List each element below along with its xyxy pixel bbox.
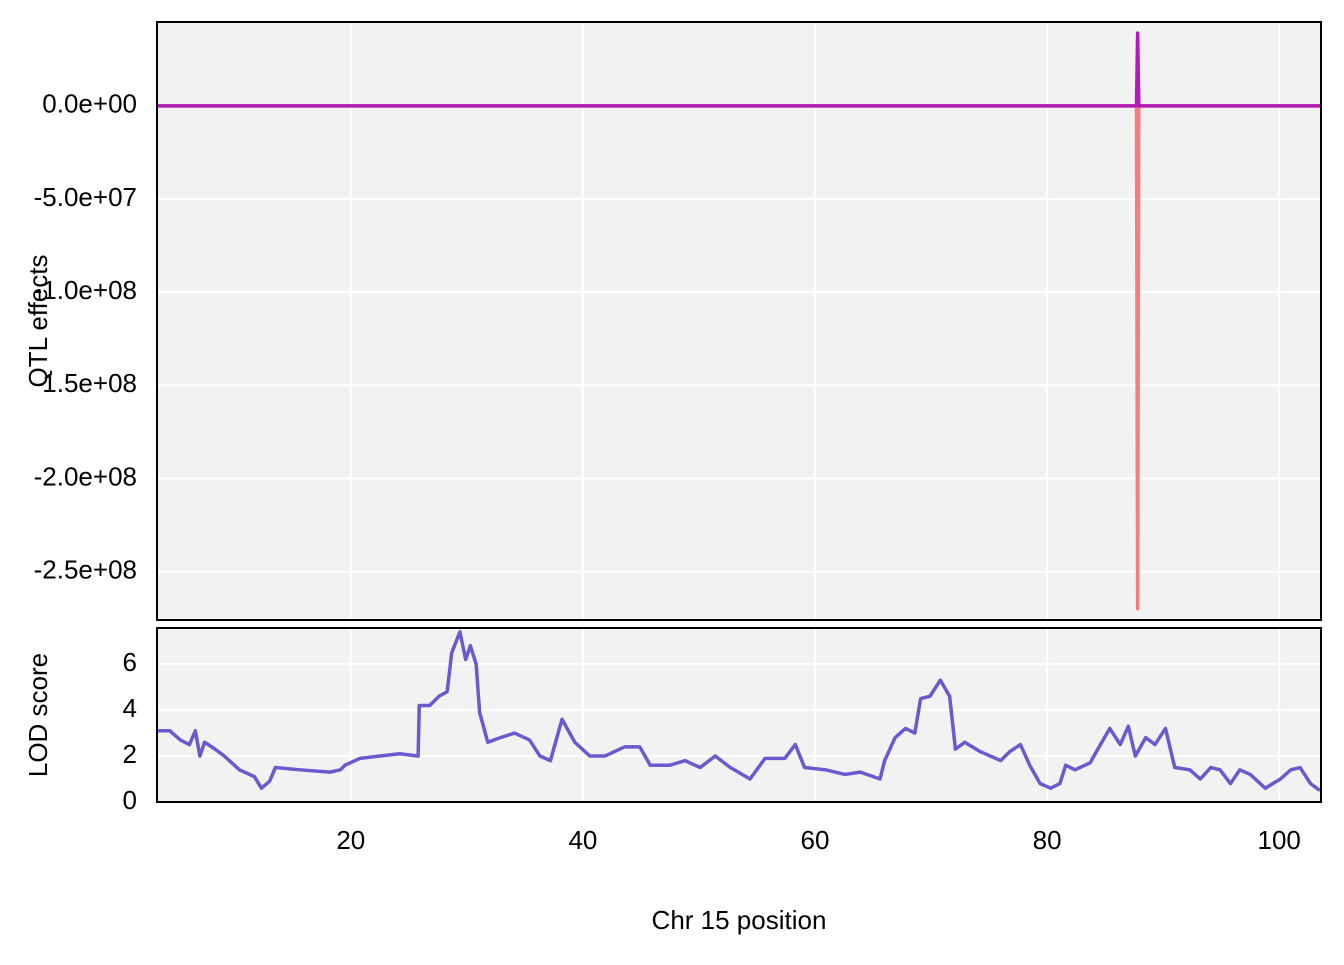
data-line <box>157 630 1321 792</box>
data-line <box>157 31 1321 108</box>
y-tick-label: -2.5e+08 <box>34 554 137 584</box>
y-tick-label: 2 <box>123 739 137 769</box>
y-tick-label: -2.0e+08 <box>34 461 137 491</box>
plot-border <box>156 627 1322 803</box>
plot-background <box>157 628 1321 802</box>
y-tick-label: 6 <box>123 647 137 677</box>
plot-background <box>157 22 1321 620</box>
x-tick-label: 80 <box>1033 825 1062 855</box>
x-tick-label: 60 <box>801 825 830 855</box>
y-tick-label: -1.0e+08 <box>34 275 137 305</box>
x-tick-label: 20 <box>336 825 365 855</box>
y-tick-label: 0.0e+00 <box>42 89 137 119</box>
y-tick-label: 0 <box>123 785 137 815</box>
y-tick-label: 4 <box>123 693 137 723</box>
x-tick-label: 100 <box>1258 825 1301 855</box>
x-axis-label: Chr 15 position <box>652 905 827 935</box>
plot-border <box>156 21 1322 621</box>
y-tick-label: -1.5e+08 <box>34 368 137 398</box>
y-axis-label: QTL effects <box>23 255 53 388</box>
y-tick-label: -5.0e+07 <box>34 182 137 212</box>
x-tick-label: 40 <box>568 825 597 855</box>
y-axis-label: LOD score <box>23 653 53 777</box>
